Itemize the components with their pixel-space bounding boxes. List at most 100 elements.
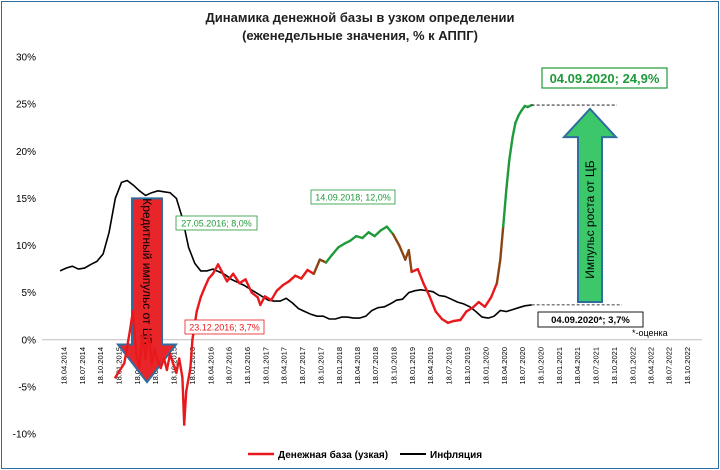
series-segment-money-base bbox=[250, 291, 259, 299]
x-tick-label: 18.01.2022 bbox=[628, 347, 637, 385]
series-segment-money-base bbox=[114, 362, 126, 379]
x-tick-label: 18.01.2018 bbox=[335, 347, 344, 385]
series-segment-money-base bbox=[459, 310, 468, 322]
y-axis: -10% -5% 0% 5% 10% 15% 20% 25% 30% bbox=[13, 53, 36, 441]
series-segment-money-base bbox=[499, 225, 505, 261]
series-segment-money-base bbox=[300, 268, 309, 280]
y-tick-label: 25% bbox=[16, 100, 36, 111]
y-tick-label: 30% bbox=[16, 53, 36, 64]
x-tick-label: 18.04.2022 bbox=[646, 347, 655, 385]
series-segment-money-base bbox=[263, 295, 273, 302]
series-segment-money-base bbox=[502, 187, 508, 228]
y-tick-label: -5% bbox=[18, 382, 36, 393]
impulse-arrows: Кредитный импульс от ЦБ Импульс роста от … bbox=[115, 107, 619, 384]
series-segment-money-base bbox=[391, 232, 401, 247]
x-tick-label: 18.04.2018 bbox=[353, 347, 362, 385]
annotation-peak-2020: 04.09.2020; 24,9% bbox=[541, 67, 668, 89]
series-segment-money-base bbox=[511, 121, 517, 139]
series-segment-money-base bbox=[231, 272, 241, 285]
x-tick-label: 18.07.2019 bbox=[445, 347, 454, 385]
series-segment-money-base bbox=[138, 333, 144, 370]
series-segment-money-base bbox=[324, 253, 334, 264]
x-tick-label: 18.07.2017 bbox=[298, 347, 307, 385]
series-segment-money-base bbox=[216, 263, 224, 274]
series-segment-money-base bbox=[477, 300, 487, 308]
x-tick-label: 18.04.2014 bbox=[59, 347, 68, 385]
x-tick-label: 18.07.2016 bbox=[225, 347, 234, 385]
x-tick-label: 18.07.2014 bbox=[78, 347, 87, 385]
series-segment-money-base bbox=[275, 283, 285, 292]
series-segment-money-base bbox=[407, 248, 413, 274]
series-segment-money-base bbox=[147, 329, 153, 365]
x-tick-label: 18.01.2019 bbox=[408, 347, 417, 385]
series-layer bbox=[59, 103, 533, 426]
x-tick-label: 18.01.2020 bbox=[481, 347, 490, 385]
annotation-inflation-2020: 04.09.2020*; 3,7% bbox=[537, 311, 644, 328]
series-segment-money-base bbox=[348, 234, 358, 243]
x-tick-label: 18.10.2016 bbox=[243, 347, 252, 385]
x-tick-label: 18.10.2017 bbox=[316, 347, 325, 385]
x-tick-label: 18.01.2021 bbox=[555, 347, 564, 385]
x-tick-label: 18.10.2022 bbox=[683, 347, 692, 385]
series-segment-money-base bbox=[153, 348, 160, 362]
series-segment-money-base bbox=[177, 357, 184, 379]
series-segment-money-base bbox=[489, 282, 499, 299]
x-tick-label: 18.10.2020 bbox=[537, 347, 546, 385]
x-tick-label: 18.10.2014 bbox=[96, 347, 105, 385]
series-segment-money-base bbox=[189, 338, 194, 370]
series-segment-money-base bbox=[220, 270, 229, 283]
y-tick-label: 20% bbox=[16, 147, 36, 158]
series-segment-money-base bbox=[306, 268, 315, 275]
series-segment-money-base bbox=[505, 159, 511, 191]
chart-subtitle: (еженедельные значения, % к АППГ) bbox=[242, 28, 478, 43]
x-tick-label: 18.04.2019 bbox=[426, 347, 435, 385]
x-tick-label: 18.10.2021 bbox=[610, 347, 619, 385]
reference-lines bbox=[531, 104, 622, 306]
annotation-peak-2020-label: 04.09.2020; 24,9% bbox=[550, 71, 660, 86]
series-segment-money-base bbox=[428, 295, 437, 313]
arrow-down-label: Кредитный импульс от ЦБ bbox=[140, 198, 154, 344]
series-segment-money-base bbox=[244, 278, 253, 294]
series-segment-money-base bbox=[199, 286, 206, 299]
y-tick-label: 15% bbox=[16, 194, 36, 205]
series-segment-money-base bbox=[312, 258, 321, 275]
series-segment-money-base bbox=[203, 277, 210, 290]
series-segment-money-base bbox=[259, 295, 267, 307]
arrow-up-shape bbox=[561, 107, 619, 304]
series-segment-money-base bbox=[508, 135, 514, 162]
series-segment-money-base bbox=[165, 352, 172, 372]
series-segment-money-base bbox=[337, 242, 346, 249]
annotation-peak-2016: 27.05.2016; 8,0% bbox=[175, 215, 258, 231]
series-segment-money-base bbox=[131, 310, 138, 356]
x-tick-label: 18.07.2020 bbox=[518, 347, 527, 385]
x-tick-label: 18.04.2017 bbox=[280, 347, 289, 385]
series-line-inflation bbox=[59, 179, 532, 320]
y-tick-label: 0% bbox=[22, 335, 37, 346]
series-segment-money-base bbox=[495, 258, 502, 285]
series-segment-money-base bbox=[373, 229, 382, 238]
annotation-low-2016: 23.12.2016; 3,7% bbox=[184, 319, 265, 335]
estimate-note: *-оценка bbox=[632, 328, 668, 338]
y-tick-label: 5% bbox=[22, 288, 37, 299]
series-segment-money-base bbox=[287, 274, 297, 283]
x-tick-label: 18.07.2022 bbox=[665, 347, 674, 385]
legend-label-money-base: Денежная база (узкая) bbox=[278, 449, 388, 461]
series-segment-money-base bbox=[330, 246, 340, 257]
x-tick-label: 18.04.2020 bbox=[500, 347, 509, 385]
series-segment-money-base bbox=[270, 289, 278, 302]
series-segment-money-base bbox=[123, 329, 132, 365]
series-segment-money-base bbox=[184, 366, 192, 393]
annotation-inflation-2020-label: 04.09.2020*; 3,7% bbox=[551, 315, 630, 326]
annotation-peak-2018-label: 14.09.2018; 12,0% bbox=[315, 193, 391, 203]
series-segment-money-base bbox=[465, 306, 474, 313]
series-segment-money-base bbox=[211, 263, 220, 275]
series-segment-money-base bbox=[182, 390, 188, 426]
arrow-up-label: Импульс роста от ЦБ bbox=[583, 160, 597, 279]
series-segment-money-base bbox=[195, 296, 202, 313]
series-segment-money-base bbox=[526, 103, 533, 109]
series-segment-money-base bbox=[398, 244, 407, 261]
y-tick-label: 10% bbox=[16, 241, 36, 252]
x-tick-label: 18.07.2018 bbox=[371, 347, 380, 385]
